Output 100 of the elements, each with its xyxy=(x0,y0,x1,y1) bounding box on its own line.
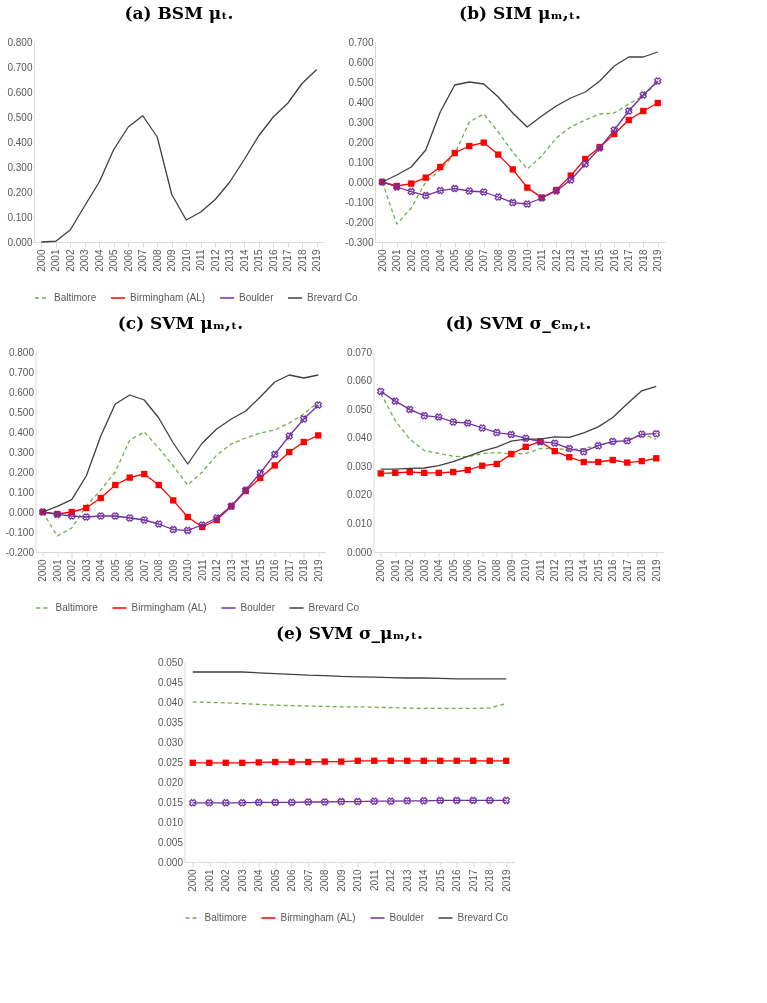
y-tick-label: 0.030 xyxy=(346,460,373,472)
y-tick-label: 0.700 xyxy=(348,36,374,48)
x-tick-label: 2013 xyxy=(565,249,577,272)
x-tick-label: 2015 xyxy=(253,249,265,272)
x-tick-label: 2017 xyxy=(282,249,294,272)
x-tick-label: 2018 xyxy=(636,559,648,582)
y-tick-label: 0.030 xyxy=(157,736,184,748)
legend-label: Baltimore xyxy=(55,602,99,613)
x-tick-label: 2018 xyxy=(298,559,310,582)
x-tick-label: 2001 xyxy=(50,249,62,272)
x-tick-label: 2019 xyxy=(652,249,664,272)
legend-label: Birmingham (AL) xyxy=(130,292,206,303)
x-tick-label: 2018 xyxy=(296,249,308,272)
chart-title: (b) SIM μₘ,ₜ. xyxy=(459,3,581,23)
legend-label: Brevard Co xyxy=(307,292,359,303)
y-tick-label: 0.200 xyxy=(8,466,35,478)
x-tick-label: 2001 xyxy=(389,559,401,582)
y-tick-label: 0.100 xyxy=(8,486,35,498)
chart-title: (c) SVM μₘ,ₜ. xyxy=(117,313,244,333)
x-tick-label: 2002 xyxy=(404,559,416,582)
x-tick-label: 2007 xyxy=(137,249,149,272)
x-tick-label: 2013 xyxy=(225,559,237,582)
legend-label: Baltimore xyxy=(54,292,97,303)
x-tick-label: 2005 xyxy=(449,249,461,272)
y-tick-label: -0.300 xyxy=(345,236,374,248)
y-tick-label: 0.050 xyxy=(346,403,373,415)
y-tick-label: 0.300 xyxy=(8,446,35,458)
x-tick-label: 2007 xyxy=(476,559,488,582)
y-tick-label: 0.800 xyxy=(7,36,33,48)
x-tick-label: 2010 xyxy=(521,249,533,272)
y-tick-label: 0.000 xyxy=(157,856,184,868)
x-tick-label: 2003 xyxy=(420,249,432,272)
x-tick-label: 2013 xyxy=(401,869,413,892)
x-tick-label: 2017 xyxy=(621,559,633,582)
x-tick-label: 2018 xyxy=(637,249,649,272)
x-tick-label: 2000 xyxy=(187,869,199,892)
y-tick-label: 0.400 xyxy=(7,136,33,148)
x-tick-label: 2019 xyxy=(500,869,512,892)
y-tick-label: 0.600 xyxy=(348,56,374,68)
x-tick-label: 2006 xyxy=(122,249,134,272)
x-tick-label: 2011 xyxy=(196,559,208,582)
y-tick-label: 0.200 xyxy=(7,186,33,198)
legend-label: Boulder xyxy=(239,292,275,303)
y-tick-label: 0.005 xyxy=(157,836,184,848)
x-tick-label: 2003 xyxy=(418,559,430,582)
y-tick-label: 0.010 xyxy=(157,816,184,828)
x-tick-label: 2016 xyxy=(269,559,281,582)
x-tick-label: 2004 xyxy=(95,559,107,582)
y-tick-label: 0.020 xyxy=(157,776,184,788)
x-tick-label: 2009 xyxy=(507,249,519,272)
x-tick-label: 2006 xyxy=(463,249,475,272)
x-tick-label: 2017 xyxy=(283,559,295,582)
x-tick-label: 2019 xyxy=(650,559,662,582)
x-tick-label: 2016 xyxy=(451,869,463,892)
y-tick-label: 0.300 xyxy=(7,161,33,173)
legend-label: Birmingham (AL) xyxy=(280,912,356,923)
y-tick-label: 0.500 xyxy=(7,111,33,123)
x-tick-label: 2014 xyxy=(578,559,590,582)
x-tick-label: 2019 xyxy=(312,559,324,582)
x-tick-label: 2000 xyxy=(35,249,47,272)
x-tick-label: 2001 xyxy=(203,869,215,892)
x-tick-label: 2012 xyxy=(385,869,397,892)
x-tick-label: 2017 xyxy=(623,249,635,272)
x-tick-label: 2004 xyxy=(433,559,445,582)
legend-label: Boulder xyxy=(240,602,276,613)
y-tick-label: 0.100 xyxy=(348,156,374,168)
x-tick-label: 2006 xyxy=(462,559,474,582)
x-tick-label: 2004 xyxy=(253,869,265,892)
x-tick-label: 2008 xyxy=(491,559,503,582)
legend-label: Baltimore xyxy=(204,912,248,923)
legend-label: Boulder xyxy=(389,912,425,923)
x-tick-label: 2008 xyxy=(151,249,163,272)
x-tick-label: 2016 xyxy=(607,559,619,582)
y-tick-label: 0.040 xyxy=(346,432,373,444)
x-tick-label: 2010 xyxy=(182,559,194,582)
x-tick-label: 2010 xyxy=(520,559,532,582)
y-tick-label: 0.070 xyxy=(346,346,373,358)
x-tick-label: 2002 xyxy=(64,249,76,272)
x-tick-label: 2014 xyxy=(238,249,250,272)
x-tick-label: 2012 xyxy=(550,249,562,272)
x-tick-label: 2005 xyxy=(109,559,121,582)
x-tick-label: 2016 xyxy=(267,249,279,272)
y-tick-label: 0.500 xyxy=(8,406,35,418)
x-tick-label: 2013 xyxy=(224,249,236,272)
y-tick-label: 0.600 xyxy=(8,386,35,398)
x-tick-label: 2006 xyxy=(286,869,298,892)
y-tick-label: 0.400 xyxy=(348,96,374,108)
chart-title: (d) SVM σ_ϵₘ,ₜ. xyxy=(445,313,592,333)
y-tick-label: 0.060 xyxy=(346,375,373,387)
x-tick-label: 2010 xyxy=(180,249,192,272)
x-tick-label: 2004 xyxy=(93,249,105,272)
chart-title: (e) SVM σ_μₘ,ₜ. xyxy=(275,623,424,643)
y-tick-label: 0.040 xyxy=(157,696,184,708)
legend-label: Brevard Co xyxy=(457,912,509,923)
x-tick-label: 2003 xyxy=(80,559,92,582)
x-tick-label: 2004 xyxy=(434,249,446,272)
y-tick-label: 0.200 xyxy=(348,136,374,148)
x-tick-label: 2011 xyxy=(195,249,207,272)
x-tick-label: 2014 xyxy=(418,869,430,892)
y-tick-label: 0.025 xyxy=(157,756,184,768)
